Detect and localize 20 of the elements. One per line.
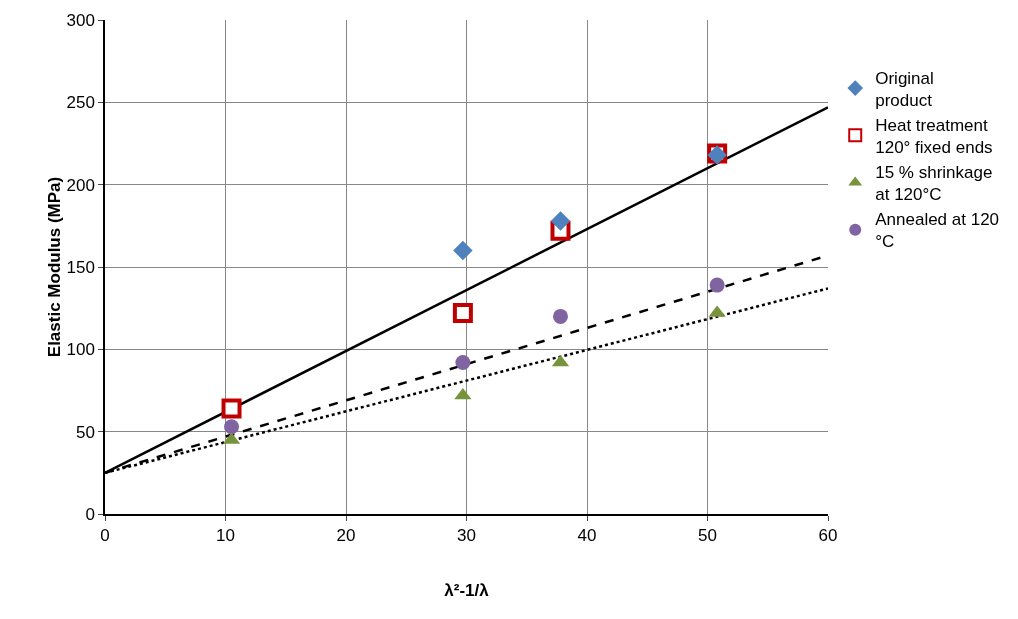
y-tick-label: 100 [66,340,95,360]
y-tick-label: 50 [75,422,95,442]
x-tick-label: 40 [577,526,597,546]
x-tick-label: 60 [818,526,838,546]
legend-label: Annealed at 120 °C [875,210,1000,252]
y-axis-title: Elastic Modulus (MPa) [45,176,65,358]
y-tick-label: 250 [66,93,95,113]
y-tick-label: 0 [85,504,95,524]
y-tick-label: 300 [66,10,95,30]
legend-label: Original product [875,68,934,110]
x-tick-label: 30 [457,526,476,546]
x-tick-label: 0 [100,526,110,546]
legend-label: 15 % shrinkage at 120°C [875,163,993,205]
x-tick-label: 50 [698,526,717,546]
x-axis-title: λ²-1/λ [444,581,490,601]
legend-label: Heat treatment 120° fixed ends [875,115,993,157]
x-tick-label: 10 [216,526,235,546]
y-tick-label: 150 [66,257,95,277]
y-tick-label: 200 [66,175,95,195]
x-tick-label: 20 [336,526,356,546]
